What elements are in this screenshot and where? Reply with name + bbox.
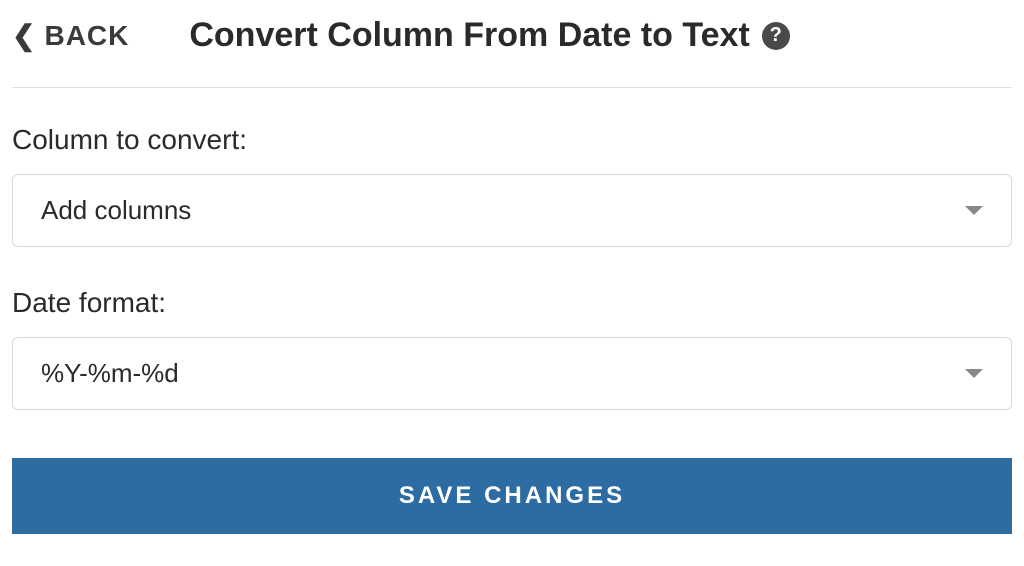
page-title: Convert Column From Date to Text bbox=[189, 16, 749, 55]
help-icon[interactable]: ? bbox=[762, 22, 790, 50]
page-header: ❮ BACK Convert Column From Date to Text … bbox=[12, 16, 1012, 88]
date-format-dropdown-value: %Y-%m-%d bbox=[41, 358, 179, 389]
chevron-left-icon: ❮ bbox=[12, 19, 36, 52]
chevron-down-icon bbox=[965, 206, 983, 215]
back-button[interactable]: ❮ BACK bbox=[12, 19, 129, 52]
save-changes-button[interactable]: SAVE CHANGES bbox=[12, 458, 1012, 534]
chevron-down-icon bbox=[965, 369, 983, 378]
column-label: Column to convert: bbox=[12, 124, 1012, 156]
date-format-field-group: Date format: %Y-%m-%d bbox=[12, 287, 1012, 410]
date-format-dropdown[interactable]: %Y-%m-%d bbox=[12, 337, 1012, 410]
date-format-label: Date format: bbox=[12, 287, 1012, 319]
column-dropdown-value: Add columns bbox=[41, 195, 191, 226]
column-field-group: Column to convert: Add columns bbox=[12, 124, 1012, 247]
back-label: BACK bbox=[44, 20, 129, 52]
title-wrap: Convert Column From Date to Text ? bbox=[189, 16, 789, 55]
column-dropdown[interactable]: Add columns bbox=[12, 174, 1012, 247]
